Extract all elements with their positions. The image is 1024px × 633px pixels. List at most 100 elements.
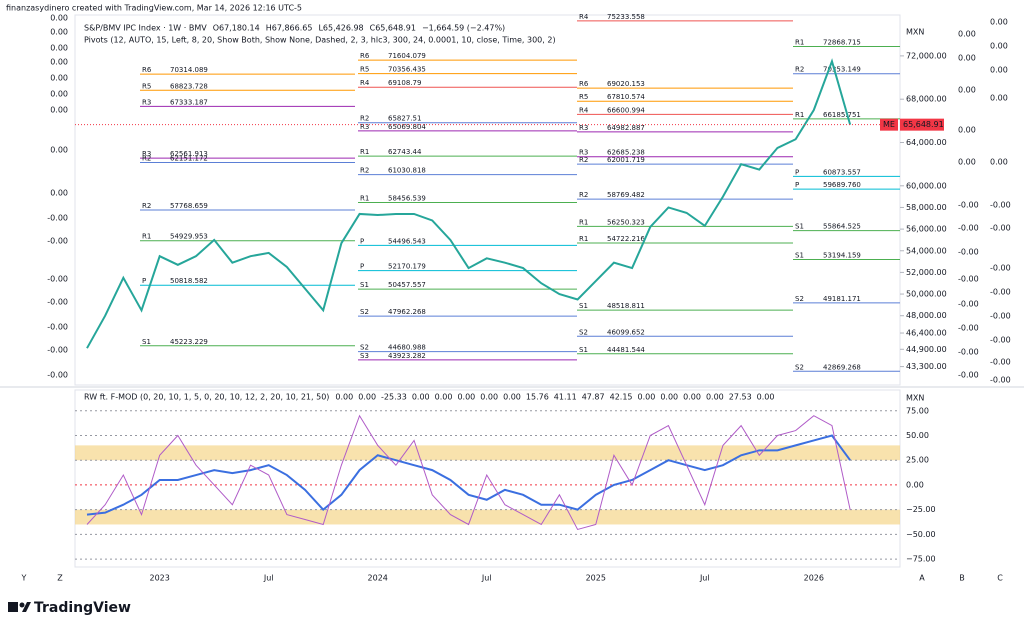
time-label: 2023 [150,574,170,583]
price-tick-label: 48,000.00 [906,311,947,320]
scale-button: Y [21,574,27,583]
pivot-value: 49181.171 [823,295,861,303]
right-scale-label: 0.00 [990,66,1008,75]
pivot-value: 68823.728 [170,82,208,90]
indicator-readout: 0.00 [503,393,521,402]
left-scale-label: -0.00 [47,371,68,380]
pivot-level: R4 [579,13,589,21]
pivot-level: P [360,263,364,271]
pivot-value: 45223.229 [170,338,208,346]
indicator-readout: 0.00 [660,393,678,402]
pivot-level: R5 [142,82,151,90]
left-scale-label: -0.00 [47,237,68,246]
indicator-readout: 0.00 [757,393,775,402]
pivot-level: R4 [579,106,589,114]
right-scale-label: -0.00 [990,358,1011,367]
right-scale-label: 0.00 [958,54,976,63]
indicator-tick-label: −25.00 [906,505,936,514]
right-scale-label: 0.00 [990,94,1008,103]
pivot-level: R6 [579,80,589,88]
brand: TradingView [34,600,131,616]
pivot-value: 42869.268 [823,363,861,371]
pivot-value: 53194.159 [823,251,861,259]
pivot-level: R2 [579,191,588,199]
indicator-line [86,434,851,516]
pivot-value: 70353.149 [823,66,861,74]
pivot-value: 66185.751 [823,111,861,119]
pivot-value: 59689.760 [823,181,861,189]
pivot-value: 44680.988 [388,344,426,352]
pivot-level: R5 [360,66,369,74]
pivot-level: R2 [360,167,369,175]
pivot-level: R3 [579,149,588,157]
right-scale-label: -0.00 [958,224,979,233]
pivot-value: 55864.525 [823,223,861,231]
pivot-level: P [360,237,364,245]
legend-item: L65,426.98 [318,24,363,33]
left-scale-label: 0.00 [50,58,68,67]
right-scale-label: -0.00 [958,324,979,333]
pivot-value: 44481.544 [607,346,645,354]
pivot-level: S1 [360,281,369,289]
pivot-level: R2 [142,202,151,210]
price-tick-label: 64,000.00 [906,138,947,147]
pivot-value: 60873.557 [823,168,861,176]
pivot-level: R4 [360,79,370,87]
right-scale-label: 0.00 [958,126,976,135]
indicator-readout: 42.15 [610,393,633,402]
pivot-level: R3 [142,150,151,158]
indicator-readout: 47.87 [582,393,605,402]
indicator-tick-label: 0.00 [906,480,924,489]
left-scale-label: 0.00 [50,14,68,23]
price-tick-label: 50,000.00 [906,290,947,299]
scale-button: C [997,574,1003,583]
pivot-value: 61030.818 [388,167,426,175]
right-scale-label: 0.00 [958,86,976,95]
pivot-level: S2 [795,363,804,371]
pivot-value: 62151.172 [170,155,208,163]
pivot-level: R1 [795,38,804,46]
legend-item: −1,664.59 (−2.47%) [422,24,505,33]
indicator-readout: -25.33 [381,393,407,402]
price-tick-label: 46,400.00 [906,329,947,338]
indicator-line [86,414,851,531]
indicator-tick-label: 75.00 [906,406,929,415]
right-scale-label: -0.00 [990,264,1011,273]
pivot-value: 67333.187 [170,98,208,106]
right-scale-label: 0.00 [990,158,1008,167]
right-scale-label: -0.00 [990,376,1011,385]
pivot-value: 46099.652 [607,328,645,336]
price-tick-label: 60,000.00 [906,181,947,190]
pivot-level: P [795,181,799,189]
logo-mark [8,602,18,612]
pivot-value: 70314.089 [170,66,208,74]
pivot-level: S2 [579,328,588,336]
time-label: Jul [699,574,710,583]
pivot-level: S2 [360,344,369,352]
pivot-value: 69108.79 [388,79,421,87]
pivot-value: 48518.811 [607,302,645,310]
price-tick-label: 44,900.00 [906,345,947,354]
pivot-value: 56250.323 [607,218,645,226]
indicator-band [75,509,900,525]
pivot-value: 52170.179 [388,263,426,271]
pivot-value: 64982.887 [607,124,645,132]
time-label: 2025 [586,574,606,583]
pivot-level: R1 [579,235,588,243]
pivot-value: 67810.574 [607,93,645,101]
pivot-value: 66600.994 [607,106,645,114]
scale-button: Z [57,574,63,583]
pivot-value: 50818.582 [170,277,208,285]
price-tick-label: 58,000.00 [906,203,947,212]
right-scale-label: -0.00 [990,336,1011,345]
pivot-value: 69020.153 [607,80,645,88]
pivot-level: R3 [579,124,588,132]
pivot-value: 62561.913 [170,150,208,158]
right-scale-label: -0.00 [990,201,1011,210]
pivot-level: R1 [360,148,369,156]
left-scale-label: 0.00 [50,44,68,53]
pivot-value: 70356.435 [388,66,426,74]
price-tick-label: 54,000.00 [906,246,947,255]
price-tick-label: 68,000.00 [906,95,947,104]
